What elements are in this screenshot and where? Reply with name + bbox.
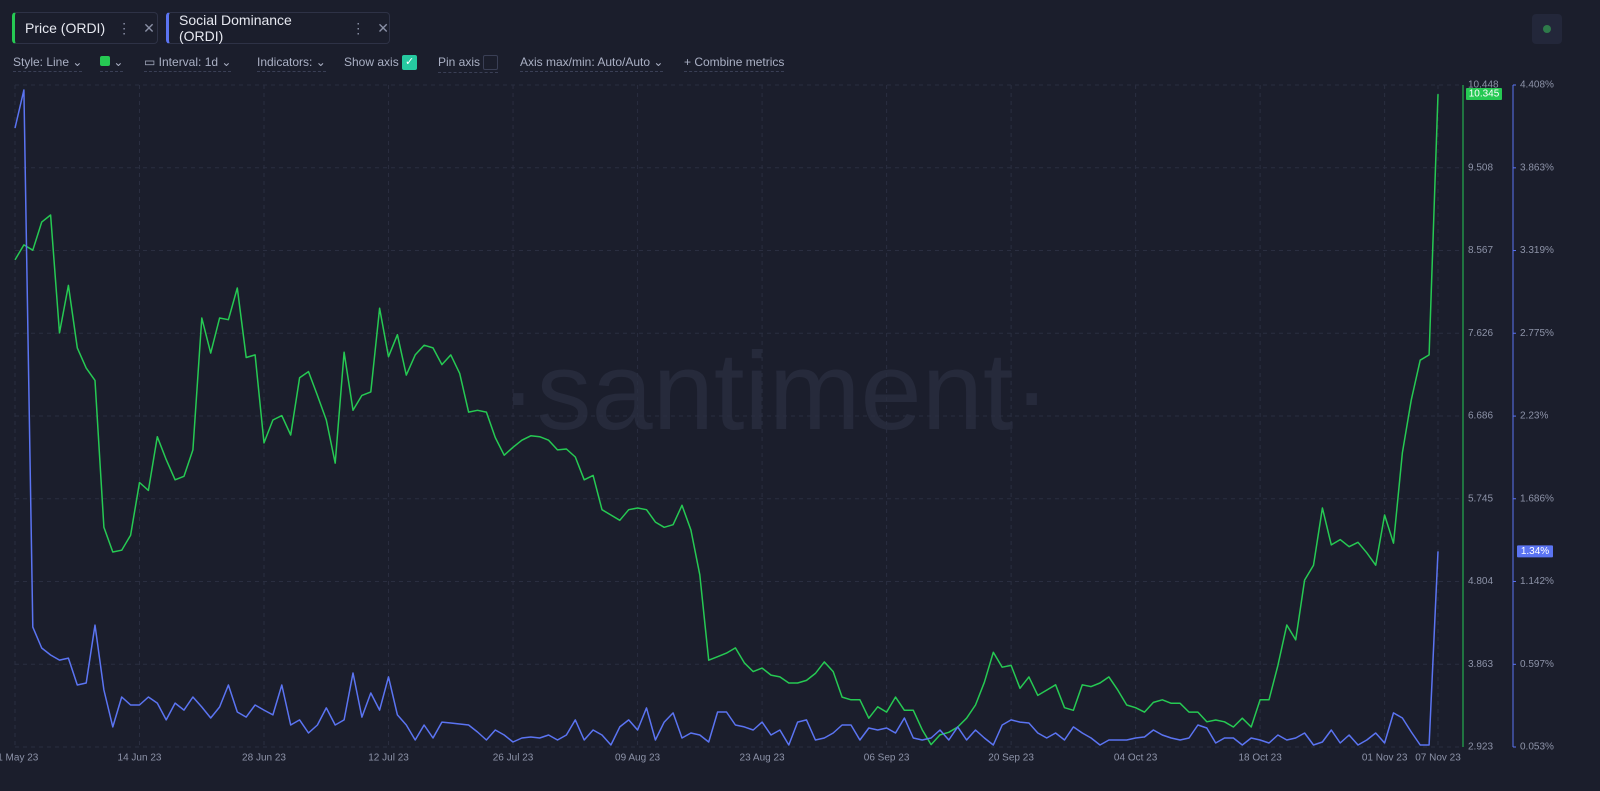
label: Show axis [344,55,399,69]
legend-chip[interactable]: Social Dominance (ORDI) ⋮ ✕ [166,12,390,44]
y2-tick-label: 1.142% [1520,576,1554,587]
x-tick-label: 20 Sep 23 [988,753,1034,764]
y-tick-label: 9.508 [1468,162,1493,173]
y-tick-label: 10.448 [1468,80,1499,91]
style-select[interactable]: Style: Line ⌄ [13,55,83,72]
x-tick-label: 18 Oct 23 [1238,753,1282,764]
x-tick-label: 06 Sep 23 [864,753,910,764]
color-select[interactable]: ⌄ [100,55,124,72]
last-value-label: 10.345 [1469,89,1500,100]
x-tick-label: 31 May 23 [0,753,39,764]
y2-tick-label: 0.597% [1520,659,1554,670]
y-tick-label: 6.686 [1468,411,1493,422]
checkbox[interactable] [483,55,499,71]
combine-metrics[interactable]: + Combine metrics [684,55,785,72]
x-tick-label: 07 Nov 23 [1415,753,1461,764]
status-button[interactable] [1532,14,1562,44]
axis-minmax[interactable]: Axis max/min: Auto/Auto ⌄ [520,55,664,72]
y-tick-label: 8.567 [1468,245,1493,256]
series-line [14,94,1439,746]
menu-icon[interactable]: ⋮ [351,19,366,36]
legend-label: Social Dominance (ORDI) [179,12,292,44]
label: Axis max/min: Auto/Auto [520,55,651,69]
y2-tick-label: 2.23% [1520,411,1548,422]
x-tick-label: 28 Jun 23 [242,753,286,764]
label: Style: Line [13,55,70,69]
pin-axis[interactable]: Pin axis [438,55,499,74]
checkbox[interactable]: ✓ [402,55,418,71]
last-value-badge [1517,545,1553,558]
series-line [14,89,1439,746]
close-icon[interactable]: ✕ [143,19,155,36]
legend-chip[interactable]: Price (ORDI) ⋮ ✕ [12,12,158,44]
x-tick-label: 26 Jul 23 [493,753,534,764]
y-tick-label: 3.863 [1468,659,1493,670]
x-tick-label: 23 Aug 23 [740,753,785,764]
label: Interval: 1d [158,55,219,69]
close-icon[interactable]: ✕ [377,19,389,36]
label: Combine metrics [694,55,785,69]
indicators-select[interactable]: Indicators: ⌄ [257,55,326,72]
y2-tick-label: 4.408% [1520,80,1554,91]
last-value-badge [1466,88,1502,101]
x-tick-label: 01 Nov 23 [1362,753,1408,764]
y-tick-label: 5.745 [1468,493,1493,504]
menu-icon[interactable]: ⋮ [117,19,132,36]
x-tick-label: 09 Aug 23 [615,753,660,764]
y2-tick-label: 3.863% [1520,162,1554,173]
label: Pin axis [438,55,481,69]
y-tick-label: 7.626 [1468,328,1493,339]
watermark: ·santiment· [500,330,1050,453]
last-value-label: 1.34% [1521,546,1549,557]
color-swatch [100,56,110,66]
y2-tick-label: 0.053% [1520,742,1554,753]
interval-select[interactable]: ▭ Interval: 1d ⌄ [144,55,232,72]
label: Indicators: [257,55,313,69]
x-tick-label: 04 Oct 23 [1114,753,1158,764]
y-tick-label: 2.923 [1468,742,1493,753]
y2-tick-label: 2.775% [1520,328,1554,339]
x-tick-label: 12 Jul 23 [368,753,409,764]
y-tick-label: 4.804 [1468,576,1493,587]
legend-label: Price (ORDI) [25,20,106,36]
status-dot [1543,25,1551,33]
y2-tick-label: 1.686% [1520,493,1554,504]
show-axis[interactable]: Show axis ✓ [344,55,418,72]
x-tick-label: 14 Jun 23 [118,753,162,764]
y2-tick-label: 3.319% [1520,245,1554,256]
